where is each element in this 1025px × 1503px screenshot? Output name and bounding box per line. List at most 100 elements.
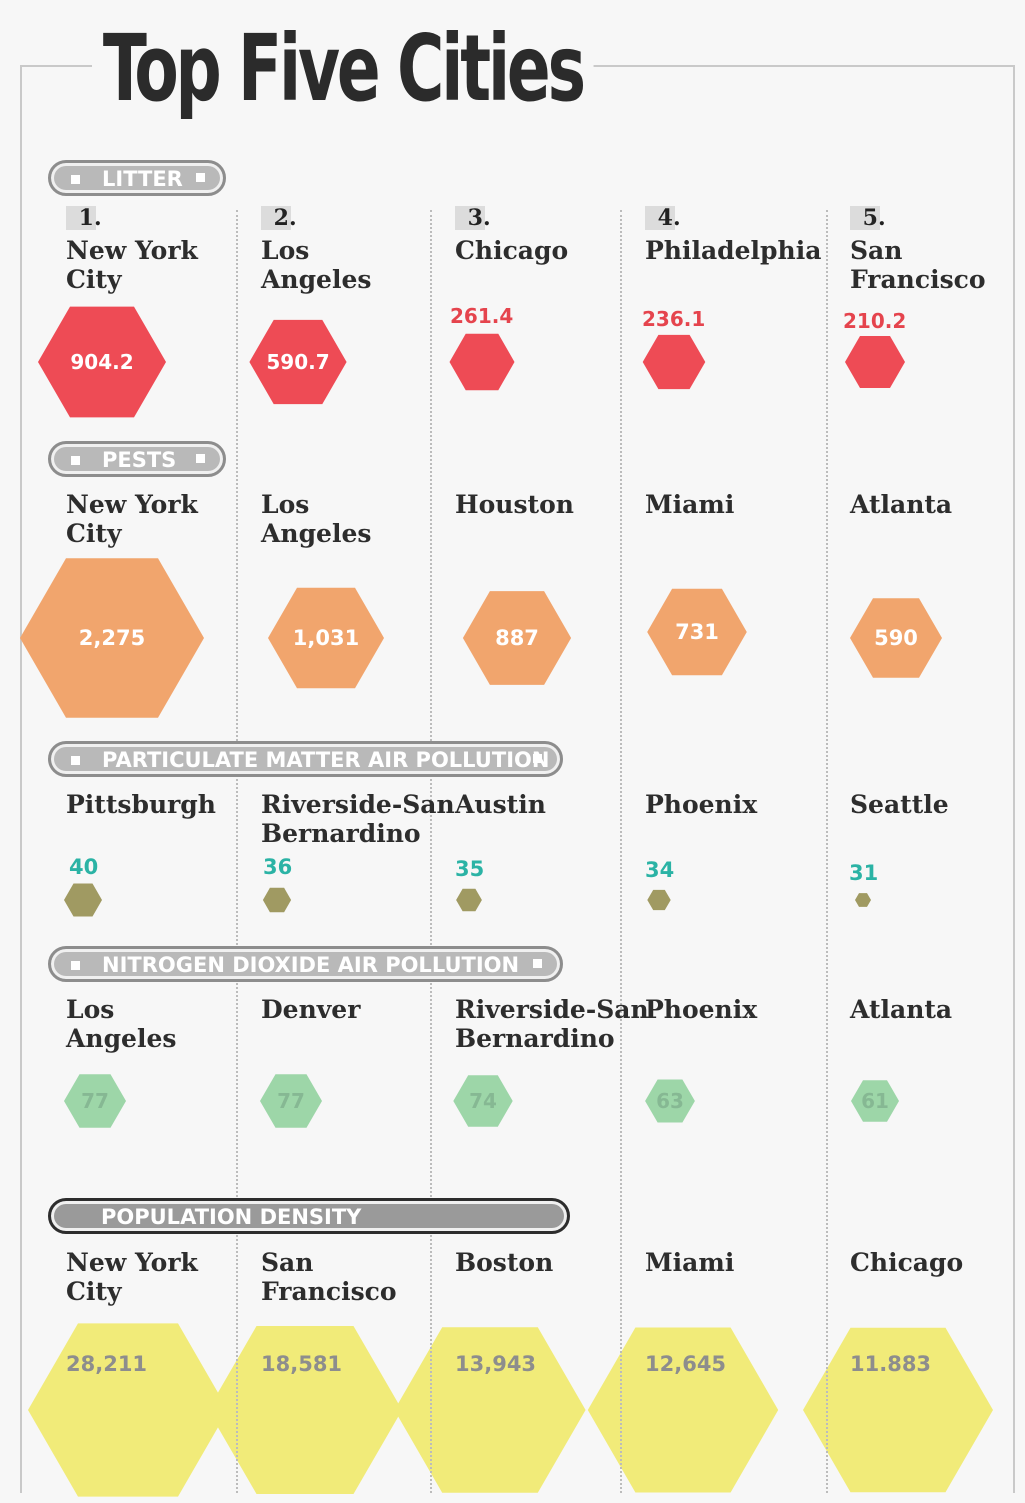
section-title: POPULATION DENSITY	[101, 1205, 362, 1229]
hexagon-density	[28, 1323, 228, 1497]
value-label: 31	[849, 861, 879, 885]
hexagon-pests	[268, 587, 384, 689]
city-name: New York City	[66, 236, 198, 294]
hexagon-particulate	[456, 888, 482, 912]
hexagon-pests	[462, 591, 572, 685]
value-label: 731	[675, 620, 719, 644]
value-label: 2,275	[79, 626, 145, 650]
value-label: 63	[656, 1089, 684, 1113]
city-name: Riverside-San Bernardino	[261, 790, 455, 848]
city-name: New York City	[66, 490, 198, 548]
value-label: 18,581	[261, 1352, 342, 1376]
city-name: Pittsburgh	[66, 790, 216, 819]
chart-title: Top Five Cities	[92, 14, 594, 124]
hexagon-particulate	[262, 887, 292, 913]
city-name: Houston	[455, 490, 574, 519]
hexagon-particulate	[64, 883, 102, 917]
section-header-nitrogen: NITROGEN DIOXIDE AIR POLLUTION	[48, 946, 563, 982]
section-title: PESTS	[102, 448, 177, 472]
hexagon-nitrogen	[260, 1074, 322, 1128]
column-divider	[236, 210, 238, 1493]
city-name: Riverside-San Bernardino	[455, 995, 649, 1053]
value-label: 887	[495, 626, 539, 650]
hexagon-pests	[647, 588, 747, 676]
city-name: Los Angeles	[261, 236, 372, 294]
city-name: Chicago	[455, 236, 569, 265]
city-name: Miami	[645, 490, 735, 519]
hexagon-particulate	[647, 889, 671, 911]
hexagon-litter	[449, 333, 515, 391]
hexagon-nitrogen	[64, 1074, 126, 1128]
square-bullet-icon	[533, 959, 542, 968]
section-title: NITROGEN DIOXIDE AIR POLLUTION	[102, 953, 520, 977]
square-bullet-icon	[71, 960, 80, 970]
value-label: 210.2	[843, 309, 907, 333]
city-name: Atlanta	[850, 490, 953, 519]
value-label: 590	[874, 626, 918, 650]
value-label: 74	[469, 1089, 497, 1113]
value-label: 35	[455, 857, 485, 881]
hexagon-pests	[20, 558, 204, 718]
hexagon-nitrogen	[645, 1079, 695, 1123]
value-label: 904.2	[70, 350, 133, 374]
value-label: 13,943	[455, 1352, 536, 1376]
city-name: Phoenix	[645, 790, 758, 819]
hexagon-litter	[845, 336, 905, 388]
value-label: 61	[861, 1089, 889, 1113]
value-label: 236.1	[642, 307, 706, 331]
city-name: Los Angeles	[66, 995, 177, 1053]
square-bullet-icon	[196, 173, 205, 182]
square-bullet-icon	[71, 755, 80, 765]
value-label: 36	[263, 855, 293, 879]
square-bullet-icon	[533, 754, 542, 763]
city-name: San Francisco	[261, 1248, 397, 1306]
city-name: Los Angeles	[261, 490, 372, 548]
city-name: Boston	[455, 1248, 554, 1277]
hexagon-density	[803, 1327, 993, 1493]
value-label: 28,211	[66, 1352, 147, 1376]
value-label: 77	[277, 1089, 305, 1113]
column-divider	[620, 210, 622, 1493]
value-label: 1,031	[293, 626, 359, 650]
section-header-particulate: PARTICULATE MATTER AIR POLLUTION	[48, 741, 563, 777]
city-name: Atlanta	[850, 995, 953, 1024]
hexagon-density	[587, 1327, 779, 1493]
section-title: PARTICULATE MATTER AIR POLLUTION	[102, 748, 550, 772]
column-divider	[430, 210, 432, 1493]
city-name: Phoenix	[645, 995, 758, 1024]
hexagon-pests	[850, 598, 942, 678]
city-name: Miami	[645, 1248, 735, 1277]
square-bullet-icon	[196, 454, 205, 463]
value-label: 40	[69, 855, 99, 879]
city-name: Austin	[455, 790, 546, 819]
column-divider	[826, 210, 828, 1493]
hexagon-litter	[38, 306, 166, 418]
hexagon-litter	[642, 334, 706, 390]
section-header-pests: PESTS	[48, 441, 226, 477]
value-label: 590.7	[266, 350, 329, 374]
rank-label: 3.	[437, 205, 491, 231]
section-header-density: POPULATION DENSITY	[48, 1198, 570, 1234]
value-label: 11.883	[850, 1352, 931, 1376]
hexagon-litter	[249, 319, 347, 405]
rank-label: 5.	[832, 205, 886, 231]
hexagon-particulate	[855, 893, 871, 907]
section-title: LITTER	[102, 167, 183, 191]
city-name: Chicago	[850, 1248, 964, 1277]
value-label: 261.4	[450, 304, 514, 328]
value-label: 77	[81, 1089, 109, 1113]
city-name: San Francisco	[850, 236, 986, 294]
city-name: Seattle	[850, 790, 949, 819]
value-label: 12,645	[645, 1352, 726, 1376]
city-name: Denver	[261, 995, 361, 1024]
value-label: 34	[645, 858, 675, 882]
hexagon-density	[207, 1326, 403, 1494]
hexagon-nitrogen	[851, 1080, 899, 1122]
hexagon-nitrogen	[453, 1075, 513, 1127]
city-name: New York City	[66, 1248, 198, 1306]
hexagon-density	[394, 1327, 586, 1493]
section-header-litter: LITTER	[48, 160, 226, 196]
square-bullet-icon	[71, 455, 80, 465]
rank-label: 2.	[243, 205, 297, 231]
